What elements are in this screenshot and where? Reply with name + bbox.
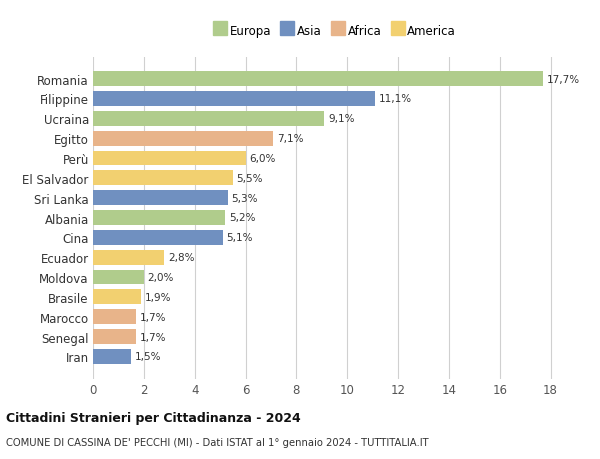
Bar [93,72,543,87]
Bar [93,191,228,206]
Text: 5,1%: 5,1% [226,233,253,243]
Text: 5,3%: 5,3% [232,193,258,203]
Bar [93,250,164,265]
Legend: Europa, Asia, Africa, America: Europa, Asia, Africa, America [209,22,460,41]
Bar [93,171,233,186]
Text: 2,8%: 2,8% [168,252,194,263]
Text: 2,0%: 2,0% [148,273,174,282]
Bar [93,290,142,305]
Text: 9,1%: 9,1% [328,114,355,124]
Text: 1,5%: 1,5% [135,352,161,362]
Text: 17,7%: 17,7% [547,74,580,84]
Bar [93,151,245,166]
Text: 11,1%: 11,1% [379,94,412,104]
Bar [93,330,136,344]
Bar [93,211,225,225]
Bar [93,92,375,106]
Text: Cittadini Stranieri per Cittadinanza - 2024: Cittadini Stranieri per Cittadinanza - 2… [6,411,301,424]
Bar [93,310,136,325]
Text: 7,1%: 7,1% [277,134,304,144]
Bar [93,349,131,364]
Text: 1,7%: 1,7% [140,312,167,322]
Text: 6,0%: 6,0% [250,154,276,163]
Text: 1,9%: 1,9% [145,292,172,302]
Text: 5,5%: 5,5% [236,174,263,184]
Bar [93,270,144,285]
Text: 5,2%: 5,2% [229,213,256,223]
Bar [93,131,274,146]
Bar [93,230,223,245]
Bar [93,112,325,126]
Text: COMUNE DI CASSINA DE' PECCHI (MI) - Dati ISTAT al 1° gennaio 2024 - TUTTITALIA.I: COMUNE DI CASSINA DE' PECCHI (MI) - Dati… [6,437,428,447]
Text: 1,7%: 1,7% [140,332,167,342]
